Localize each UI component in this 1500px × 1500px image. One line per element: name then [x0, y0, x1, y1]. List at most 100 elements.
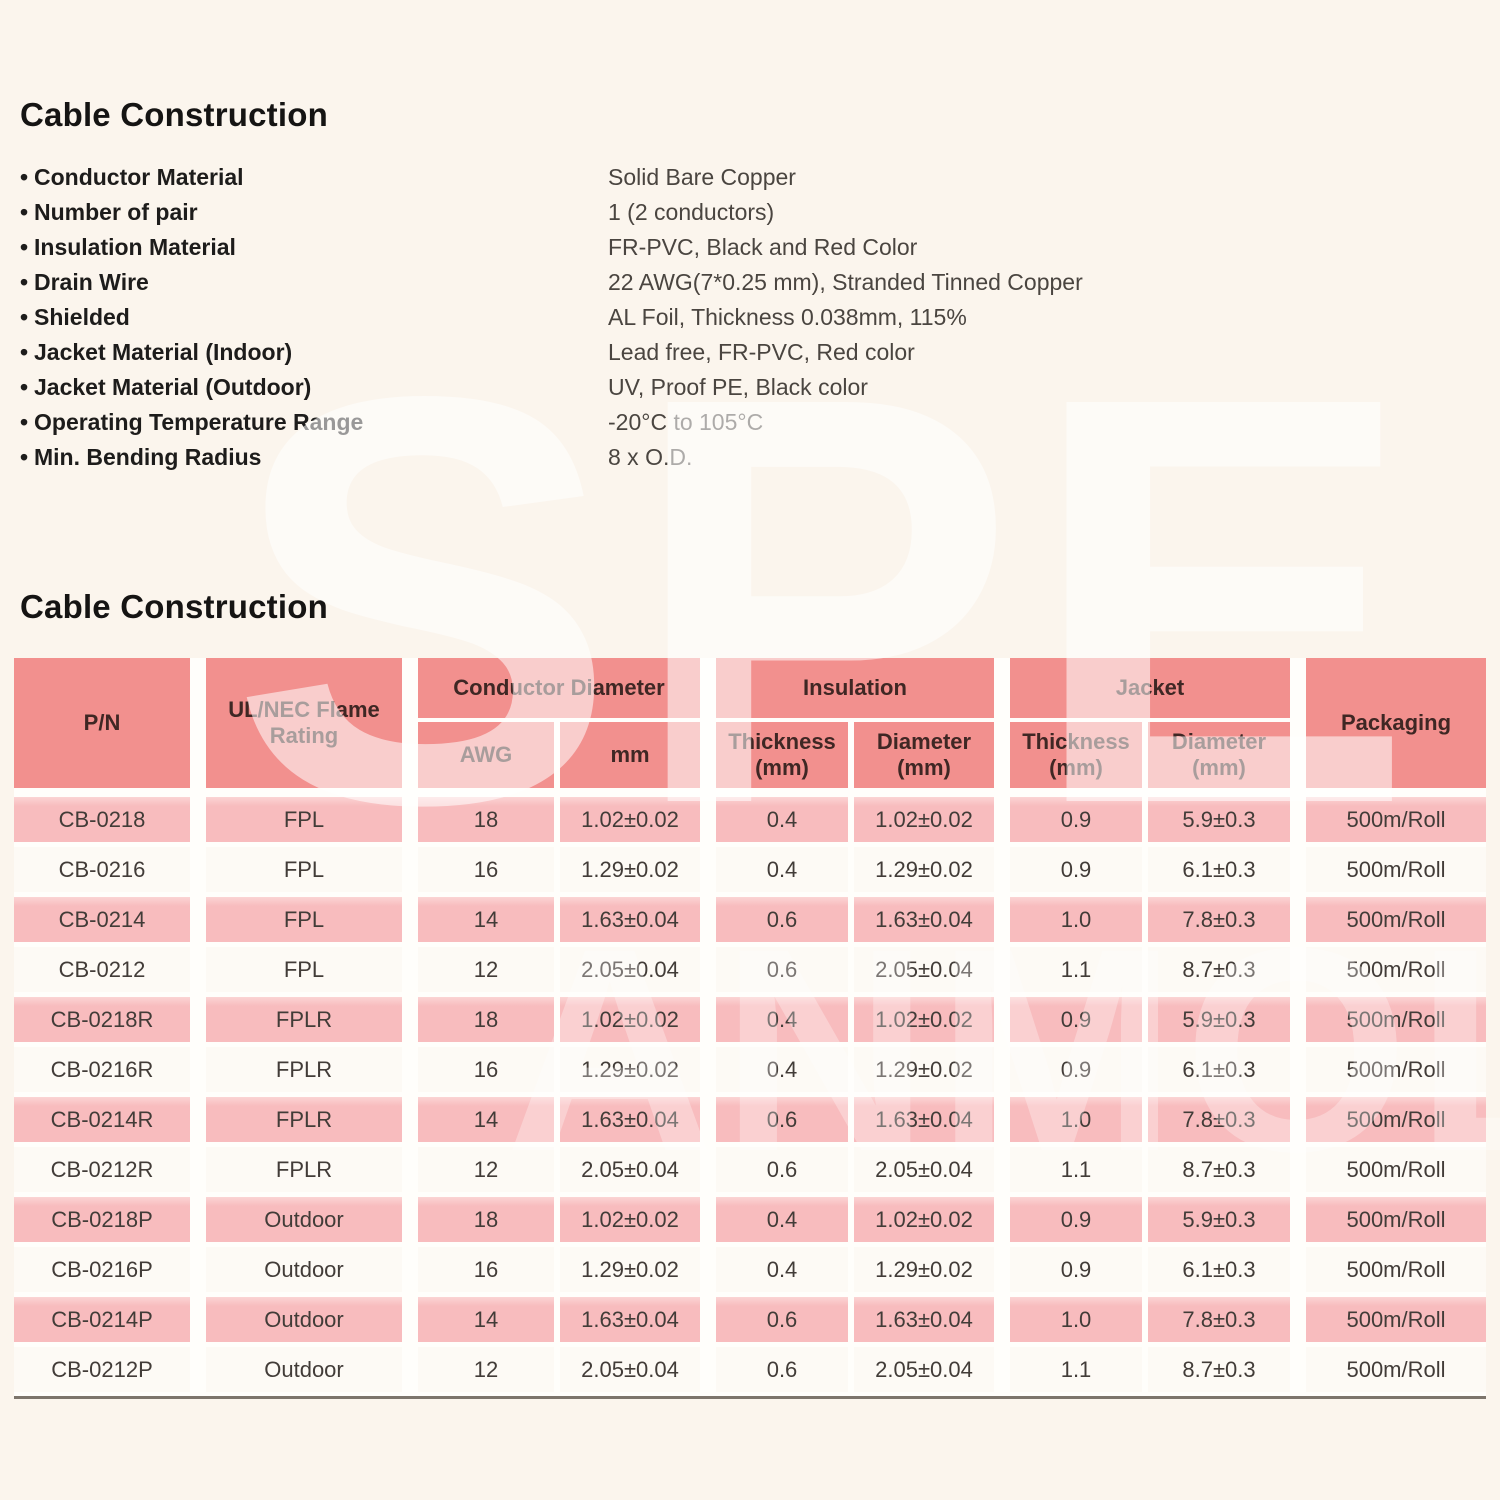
cell-insulation-diameter: 1.02±0.02: [854, 797, 994, 842]
cell-packaging: 500m/Roll: [1306, 1147, 1486, 1192]
table-row: CB-0212P Outdoor 12 2.05±0.04 0.6 2.05±0.04 1.…: [14, 1347, 1486, 1392]
bullet-icon: •: [20, 374, 29, 400]
header-pn: P/N: [14, 658, 190, 788]
cell-packaging: 500m/Roll: [1306, 997, 1486, 1042]
cell-pn: CB-0212P: [14, 1347, 190, 1392]
cell-jacket-diameter: 8.7±0.3: [1148, 1347, 1290, 1392]
cell-insulation-thickness: 0.4: [716, 1047, 848, 1092]
cell-awg: 12: [418, 1147, 554, 1192]
cell-pn: CB-0216: [14, 847, 190, 892]
cell-conductor-mm: 1.63±0.04: [560, 1297, 700, 1342]
spec-row: • Insulation Material FR-PVC, Black and Re…: [20, 230, 1480, 265]
cell-insulation-diameter: 1.63±0.04: [854, 897, 994, 942]
cell-packaging: 500m/Roll: [1306, 897, 1486, 942]
spec-value: 1 (2 conductors): [608, 199, 775, 225]
spec-value: AL Foil, Thickness 0.038mm, 115%: [608, 304, 967, 330]
cell-insulation-thickness: 0.4: [716, 1247, 848, 1292]
cell-packaging: 500m/Roll: [1306, 847, 1486, 892]
bullet-icon: •: [20, 339, 29, 365]
spec-label: Min. Bending Radius: [34, 444, 262, 470]
cell-insulation-diameter: 1.02±0.02: [854, 997, 994, 1042]
cell-packaging: 500m/Roll: [1306, 1297, 1486, 1342]
cell-jacket-thickness: 1.1: [1010, 1347, 1142, 1392]
cell-flame-rating: FPL: [206, 897, 402, 942]
cell-conductor-mm: 1.29±0.02: [560, 847, 700, 892]
spec-label: Number of pair: [34, 199, 198, 225]
cell-flame-rating: Outdoor: [206, 1297, 402, 1342]
cell-jacket-diameter: 6.1±0.3: [1148, 1047, 1290, 1092]
cell-jacket-thickness: 0.9: [1010, 797, 1142, 842]
table-row: CB-0216P Outdoor 16 1.29±0.02 0.4 1.29±0.02 0.…: [14, 1247, 1486, 1292]
cell-insulation-thickness: 0.6: [716, 1097, 848, 1142]
cell-insulation-diameter: 1.29±0.02: [854, 847, 994, 892]
cell-packaging: 500m/Roll: [1306, 1247, 1486, 1292]
cell-insulation-thickness: 0.6: [716, 897, 848, 942]
cell-packaging: 500m/Roll: [1306, 797, 1486, 842]
cell-awg: 12: [418, 947, 554, 992]
cable-spec-table: P/N UL/NEC Flame Rating Conductor Diamet…: [14, 658, 1486, 1399]
spec-list: • Conductor Material Solid Bare Copper • Num…: [20, 160, 1480, 475]
cell-jacket-diameter: 5.9±0.3: [1148, 1197, 1290, 1242]
cell-flame-rating: FPLR: [206, 1147, 402, 1192]
cell-pn: CB-0214P: [14, 1297, 190, 1342]
cell-insulation-diameter: 1.63±0.04: [854, 1297, 994, 1342]
spec-value: 22 AWG(7*0.25 mm), Stranded Tinned Coppe…: [608, 269, 1083, 295]
cell-awg: 18: [418, 997, 554, 1042]
cell-insulation-thickness: 0.4: [716, 1197, 848, 1242]
spec-row: • Min. Bending Radius 8 x O.D.: [20, 440, 1480, 475]
table-row: CB-0216 FPL 16 1.29±0.02 0.4 1.29±0.02 0.9 6.1±…: [14, 847, 1486, 892]
cell-packaging: 500m/Roll: [1306, 1097, 1486, 1142]
cell-conductor-mm: 1.29±0.02: [560, 1247, 700, 1292]
cell-jacket-diameter: 5.9±0.3: [1148, 797, 1290, 842]
cell-flame-rating: FPLR: [206, 1097, 402, 1142]
cell-awg: 12: [418, 1347, 554, 1392]
bullet-icon: •: [20, 199, 29, 225]
spec-value: FR-PVC, Black and Red Color: [608, 234, 918, 260]
cell-flame-rating: FPLR: [206, 1047, 402, 1092]
cell-jacket-thickness: 1.0: [1010, 1297, 1142, 1342]
cell-pn: CB-0218P: [14, 1197, 190, 1242]
cell-pn: CB-0212R: [14, 1147, 190, 1192]
table-row: CB-0212R FPLR 12 2.05±0.04 0.6 2.05±0.04 1.1 8.…: [14, 1147, 1486, 1192]
cell-insulation-thickness: 0.6: [716, 1347, 848, 1392]
cell-jacket-thickness: 0.9: [1010, 1047, 1142, 1092]
table-row: CB-0212 FPL 12 2.05±0.04 0.6 2.05±0.04 1.1 8.7±…: [14, 947, 1486, 992]
cell-awg: 16: [418, 1247, 554, 1292]
bullet-icon: •: [20, 444, 29, 470]
cell-flame-rating: FPLR: [206, 997, 402, 1042]
cell-conductor-mm: 2.05±0.04: [560, 947, 700, 992]
cell-flame-rating: FPL: [206, 797, 402, 842]
cell-flame-rating: Outdoor: [206, 1347, 402, 1392]
cell-insulation-diameter: 1.63±0.04: [854, 1097, 994, 1142]
cell-insulation-diameter: 2.05±0.04: [854, 1147, 994, 1192]
cell-pn: CB-0214R: [14, 1097, 190, 1142]
header-mm: mm: [560, 722, 700, 788]
spec-label: Jacket Material (Outdoor): [34, 374, 312, 400]
cell-conductor-mm: 1.02±0.02: [560, 1197, 700, 1242]
header-awg: AWG: [418, 722, 554, 788]
cell-flame-rating: FPL: [206, 947, 402, 992]
cell-pn: CB-0214: [14, 897, 190, 942]
cell-awg: 14: [418, 897, 554, 942]
cell-insulation-diameter: 1.02±0.02: [854, 1197, 994, 1242]
cell-insulation-diameter: 1.29±0.02: [854, 1047, 994, 1092]
bullet-icon: •: [20, 409, 29, 435]
cell-jacket-thickness: 1.0: [1010, 1097, 1142, 1142]
header-conductor-diameter: Conductor Diameter: [418, 658, 700, 718]
cell-pn: CB-0218R: [14, 997, 190, 1042]
table-row: CB-0216R FPLR 16 1.29±0.02 0.4 1.29±0.02 0.9 6.…: [14, 1047, 1486, 1092]
header-jacket: Jacket: [1010, 658, 1290, 718]
cell-insulation-diameter: 1.29±0.02: [854, 1247, 994, 1292]
spec-value: Lead free, FR-PVC, Red color: [608, 339, 915, 365]
section-title-cable-construction: Cable Construction: [20, 96, 328, 133]
spec-label: Jacket Material (Indoor): [34, 339, 293, 365]
cell-conductor-mm: 1.63±0.04: [560, 897, 700, 942]
spec-label: Shielded: [34, 304, 130, 330]
bullet-icon: •: [20, 164, 29, 190]
bullet-icon: •: [20, 269, 29, 295]
section-title-cable-construction-table: Cable Construction: [20, 588, 328, 625]
cell-jacket-diameter: 7.8±0.3: [1148, 897, 1290, 942]
header-insulation-diameter: Diameter (mm): [854, 722, 994, 788]
cell-pn: CB-0216P: [14, 1247, 190, 1292]
